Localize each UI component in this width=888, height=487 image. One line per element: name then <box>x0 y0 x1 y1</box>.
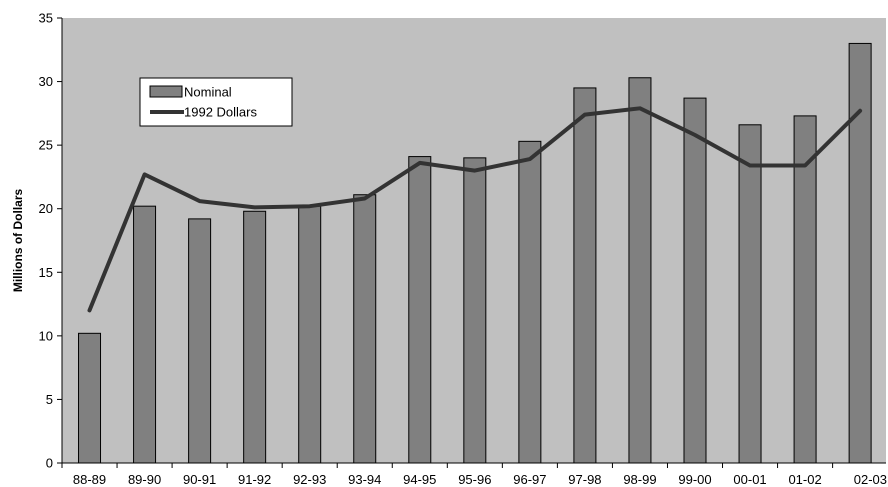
y-tick-label: 25 <box>39 138 53 153</box>
bars-layer <box>78 42 872 464</box>
bar-nominal-93-94 <box>353 194 377 464</box>
x-tick-label: 89-90 <box>128 472 161 487</box>
x-tick-label: 95-96 <box>458 472 491 487</box>
x-tick-label: 96-97 <box>513 472 546 487</box>
bar-nominal-88-89 <box>78 332 102 464</box>
line-layer <box>87 106 863 313</box>
x-tick-label: 90-91 <box>183 472 216 487</box>
y-tick-label: 0 <box>46 456 53 471</box>
legend-label-nominal: Nominal <box>184 85 232 100</box>
bar-nominal-94-95 <box>408 156 432 464</box>
y-axis-title: Millions of Dollars <box>11 189 25 293</box>
bar-nominal-95-96 <box>463 157 487 464</box>
x-tick-label: 98-99 <box>623 472 656 487</box>
x-tick-label: 01-02 <box>788 472 821 487</box>
bar-nominal-99-00 <box>683 97 707 464</box>
line-1992-dollars <box>87 106 863 313</box>
axes-layer: 0 5 10 15 20 25 30 35 88-89 89-90 90-91 91-92 92-93 9… <box>39 11 887 487</box>
x-tick-label: 00-01 <box>733 472 766 487</box>
x-tick-label: 94-95 <box>403 472 436 487</box>
y-tick-label: 20 <box>39 201 53 216</box>
y-tick-label: 5 <box>46 392 53 407</box>
x-tick-label: 88-89 <box>73 472 106 487</box>
y-tick-label: 35 <box>39 11 53 26</box>
legend-swatch-nominal <box>149 85 183 98</box>
x-tick-label: 93-94 <box>348 472 381 487</box>
x-tick-label: 92-93 <box>293 472 326 487</box>
legend-label-1992-dollars: 1992 Dollars <box>184 105 257 120</box>
bar-nominal-00-01 <box>738 124 762 464</box>
x-tick-label: 99-00 <box>678 472 711 487</box>
y-tick-label: 30 <box>39 74 53 89</box>
y-tick-label: 10 <box>39 328 53 343</box>
x-tick-label: 91-92 <box>238 472 271 487</box>
legend: Nominal 1992 Dollars <box>139 77 293 127</box>
bar-nominal-98-99 <box>628 77 652 464</box>
x-tick-label: 97-98 <box>568 472 601 487</box>
x-tick-label: 02-03 <box>854 472 887 487</box>
bar-nominal-91-92 <box>243 210 267 464</box>
bar-nominal-02-03 <box>848 42 872 464</box>
bar-nominal-89-90 <box>133 205 157 464</box>
bar-nominal-90-91 <box>188 218 212 464</box>
y-tick-label: 15 <box>39 265 53 280</box>
bar-nominal-01-02 <box>793 115 817 464</box>
bar-nominal-97-98 <box>573 87 597 464</box>
bar-nominal-92-93 <box>298 205 322 464</box>
bar-nominal-96-97 <box>518 140 542 464</box>
